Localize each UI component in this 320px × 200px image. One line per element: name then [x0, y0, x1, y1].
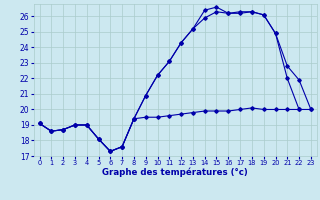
- X-axis label: Graphe des températures (°c): Graphe des températures (°c): [102, 168, 248, 177]
